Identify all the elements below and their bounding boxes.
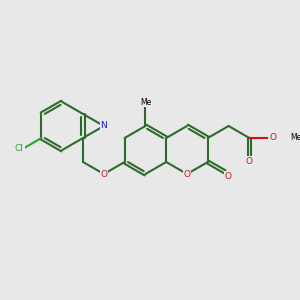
Text: O: O [100, 169, 107, 178]
Text: Me: Me [140, 98, 151, 107]
Text: O: O [270, 134, 277, 142]
Text: O: O [246, 157, 253, 166]
Text: O: O [225, 172, 232, 181]
Text: N: N [100, 122, 107, 130]
Text: Me: Me [290, 134, 300, 142]
Text: Cl: Cl [15, 144, 24, 153]
Text: O: O [184, 169, 190, 178]
